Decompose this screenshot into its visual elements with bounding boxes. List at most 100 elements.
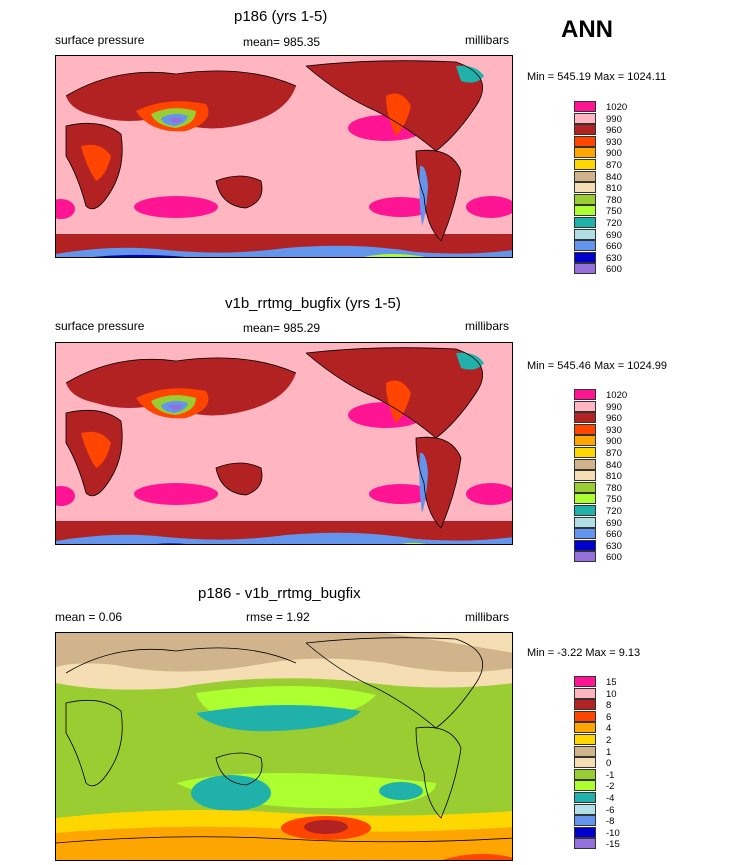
panel-1-minmax: Min = 545.19 Max = 1024.11 (527, 71, 667, 83)
colorbar-label: -15 (606, 839, 620, 851)
colorbar-swatch (574, 745, 596, 757)
colorbar-label: 4 (606, 723, 612, 735)
panel-2-mean: mean= 985.29 (243, 321, 321, 335)
colorbar-label: 630 (606, 252, 622, 264)
colorbar-swatch (574, 135, 596, 147)
colorbar-swatch (574, 228, 596, 240)
panel-3-minmax: Min = -3.22 Max = 9.13 (527, 647, 641, 659)
colorbar-swatch (574, 435, 596, 447)
colorbar-label: 840 (606, 171, 622, 183)
colorbar-swatch (574, 493, 596, 505)
colorbar-label: 720 (606, 506, 622, 517)
colorbar-label: 780 (606, 482, 622, 494)
colorbar-label: 810 (606, 183, 622, 195)
colorbar-label: -4 (606, 793, 615, 804)
colorbar-swatch (574, 826, 596, 838)
panel-3-rmse: rmse = 1.92 (246, 610, 310, 624)
colorbar-swatch (574, 722, 596, 734)
panel-2-map (55, 342, 513, 545)
colorbar-swatch (574, 792, 596, 803)
panel-1-mean: mean= 985.35 (243, 35, 321, 49)
colorbar-swatch (574, 205, 596, 217)
colorbar-swatch (574, 803, 596, 815)
colorbar-label: 960 (606, 125, 622, 137)
colorbar-swatch (574, 240, 596, 252)
panel-2-field-label: surface pressure (55, 319, 145, 333)
colorbar-swatch (574, 147, 596, 159)
colorbar-label: 660 (606, 529, 622, 541)
colorbar-swatch (574, 112, 596, 124)
colorbar-swatch (574, 263, 596, 275)
colorbar-swatch (574, 458, 596, 470)
colorbar-label: -2 (606, 781, 615, 793)
panel-3-map (55, 632, 513, 861)
colorbar-label: 630 (606, 540, 622, 552)
colorbar-label: 1020 (606, 390, 628, 401)
colorbar-swatch (574, 251, 596, 263)
colorbar-label: 660 (606, 241, 622, 253)
colorbar-swatch (574, 423, 596, 435)
colorbar-label: 600 (606, 264, 622, 276)
colorbar-swatch (574, 481, 596, 493)
panel-3-mean: mean = 0.06 (55, 610, 123, 624)
colorbar-label: 930 (606, 424, 622, 436)
colorbar-label: 1020 (606, 102, 628, 113)
colorbar-swatch (574, 699, 596, 711)
panel-3-title: p186 - v1b_rrtmg_bugfix (198, 585, 361, 602)
colorbar-label: 15 (606, 677, 617, 688)
colorbar-label: 870 (606, 448, 622, 459)
colorbar-label: 810 (606, 471, 622, 483)
colorbar-swatch (574, 815, 596, 827)
colorbar-swatch (574, 780, 596, 792)
colorbar-swatch (574, 528, 596, 540)
colorbar-swatch (574, 539, 596, 551)
colorbar-swatch (574, 193, 596, 205)
panel-1-map (55, 55, 513, 258)
colorbar-swatch (574, 170, 596, 182)
colorbar-label: -1 (606, 769, 615, 781)
panel-3-units: millibars (465, 610, 510, 624)
colorbar-label: 2 (606, 735, 612, 746)
season-label: ANN (561, 16, 613, 43)
colorbar-swatch (574, 389, 596, 400)
colorbar-label: 10 (606, 688, 617, 700)
colorbar-label: 930 (606, 136, 622, 148)
colorbar-label: 960 (606, 413, 622, 425)
colorbar-label: 6 (606, 711, 612, 723)
colorbar-label: 1 (606, 746, 612, 758)
colorbar-swatch (574, 838, 596, 850)
colorbar-swatch (574, 516, 596, 528)
colorbar-swatch (574, 768, 596, 780)
colorbar-swatch (574, 159, 596, 170)
colorbar-label: 600 (606, 552, 622, 564)
colorbar-label: 750 (606, 494, 622, 506)
colorbar-label: 690 (606, 229, 622, 241)
panel-2-minmax: Min = 545.46 Max = 1024.99 (527, 360, 668, 372)
colorbar-swatch (574, 551, 596, 563)
colorbar-swatch (574, 412, 596, 424)
colorbar-swatch (574, 124, 596, 136)
colorbar-label: 990 (606, 113, 622, 125)
colorbar-swatch (574, 217, 596, 228)
colorbar-label: 8 (606, 700, 612, 712)
colorbar-label: 780 (606, 194, 622, 206)
colorbar-label: 840 (606, 459, 622, 471)
colorbar-swatch (574, 710, 596, 722)
colorbar-label: 900 (606, 436, 622, 448)
colorbar-label: -10 (606, 827, 620, 839)
colorbar-label: 900 (606, 148, 622, 160)
colorbar-label: 990 (606, 401, 622, 413)
panel-1-title: p186 (yrs 1-5) (234, 8, 328, 25)
colorbar-swatch (574, 687, 596, 699)
colorbar-swatch (574, 757, 596, 769)
panel-2-units: millibars (465, 319, 510, 333)
colorbar-swatch (574, 470, 596, 482)
colorbar-swatch (574, 400, 596, 412)
panel-1-field-label: surface pressure (55, 33, 145, 47)
colorbar-swatch (574, 101, 596, 112)
colorbar-swatch (574, 505, 596, 516)
panel-2-title: v1b_rrtmg_bugfix (yrs 1-5) (225, 295, 401, 312)
colorbar-swatch (574, 676, 596, 687)
colorbar-label: 690 (606, 517, 622, 529)
colorbar-label: 750 (606, 206, 622, 218)
